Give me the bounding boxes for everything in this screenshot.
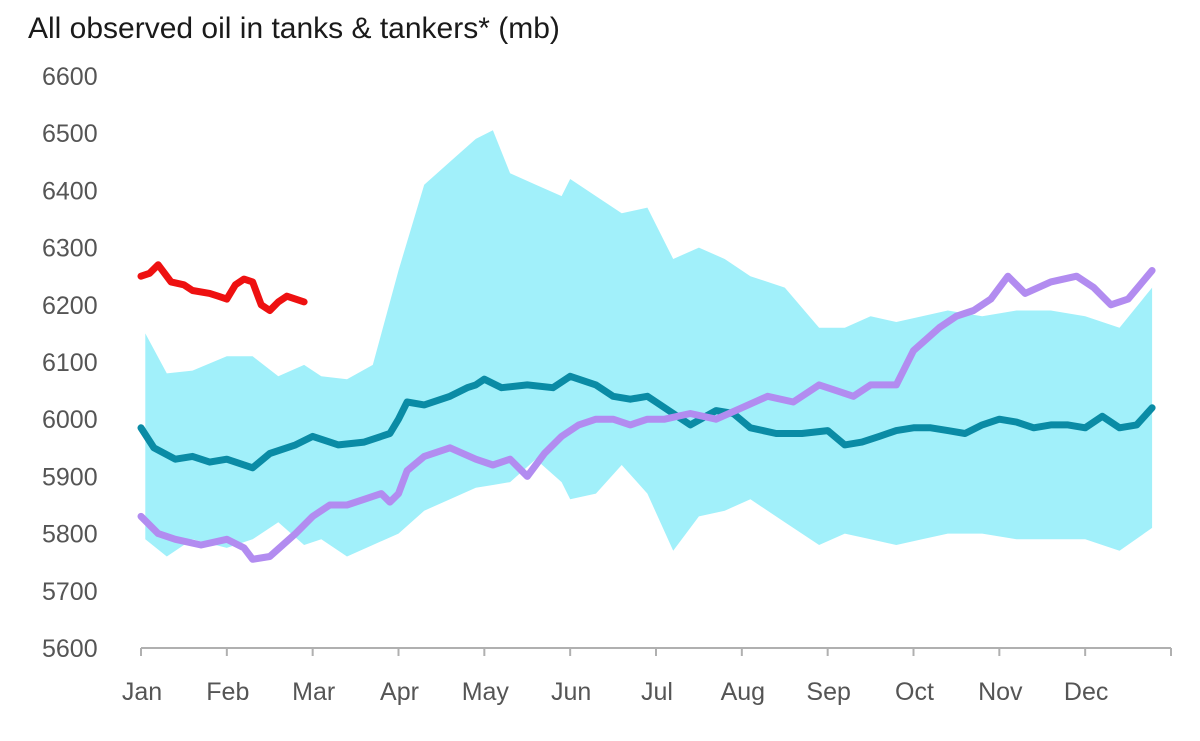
y-tick-label: 6000 — [42, 406, 98, 434]
y-tick-label: 6400 — [42, 177, 98, 205]
x-tick-label: Feb — [206, 678, 249, 706]
y-tick-label: 6300 — [42, 235, 98, 263]
x-tick-label: Sep — [806, 678, 850, 706]
series-purple-line — [137, 267, 1156, 563]
series-red-line — [137, 261, 308, 314]
series-lines-layer — [137, 261, 1156, 563]
x-axis-tick-labels: Jan Feb Mar Apr May Jun Jul Aug Sep Oct Nov Dec — [122, 678, 1109, 706]
y-tick-label: 6600 — [42, 63, 98, 91]
x-tick-label: Jan — [122, 678, 162, 706]
y-tick-label: 5700 — [42, 578, 98, 606]
x-tick-label: Apr — [380, 678, 419, 706]
x-tick-label: Oct — [895, 678, 934, 706]
chart-title: All observed oil in tanks & tankers* (mb… — [28, 12, 560, 45]
x-tick-label: Mar — [292, 678, 335, 706]
x-tick-label: Dec — [1064, 678, 1108, 706]
x-tick-label: Nov — [978, 678, 1023, 706]
x-tick-label: Jun — [551, 678, 591, 706]
y-tick-label: 6500 — [42, 120, 98, 148]
x-tick-label: Aug — [721, 678, 765, 706]
y-tick-label: 5900 — [42, 463, 98, 491]
y-axis-tick-labels: 5600 5700 5800 5900 6000 6100 6200 6300 6400 6500… — [42, 63, 98, 663]
range-band-layer — [145, 130, 1153, 557]
y-tick-label: 6200 — [42, 292, 98, 320]
x-axis — [140, 647, 1172, 656]
series-dark-teal-line — [137, 372, 1156, 472]
x-tick-label: Jul — [641, 678, 673, 706]
y-tick-label: 5600 — [42, 635, 98, 663]
y-tick-label: 5800 — [42, 521, 98, 549]
x-tick-label: May — [462, 678, 510, 706]
y-tick-label: 6100 — [42, 349, 98, 377]
range-band — [145, 130, 1153, 557]
